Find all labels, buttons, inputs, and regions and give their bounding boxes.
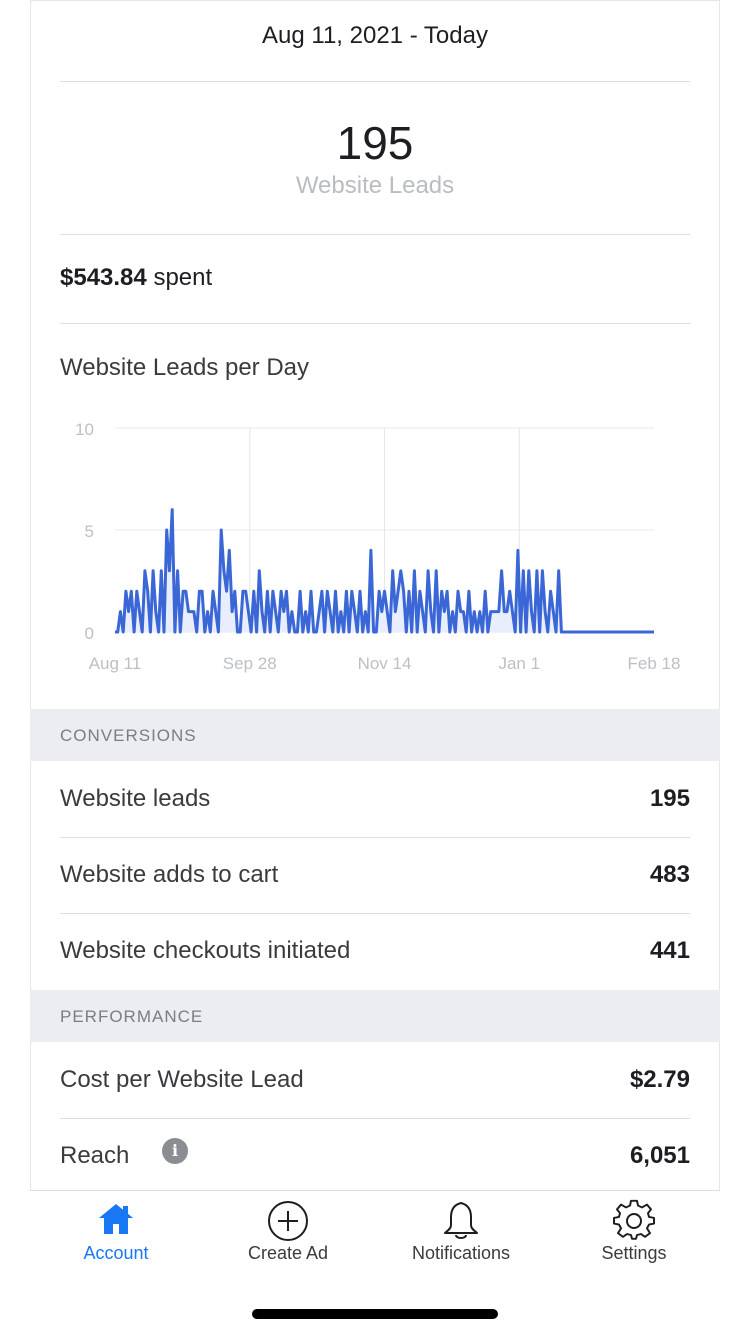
x-tick-label: Jan 1 [498, 654, 540, 673]
gear-icon [613, 1199, 655, 1240]
tab-bar: Account Create Ad Notifications Settings [30, 1190, 720, 1280]
row-value: 6,051 [629, 1142, 690, 1169]
tab-label: Account [83, 1243, 149, 1263]
content-card [30, 0, 720, 1190]
divider [60, 234, 690, 235]
tab-notifications[interactable]: Notifications [375, 1191, 547, 1281]
plus-circle-icon [268, 1201, 308, 1241]
row-label: Website leads [60, 785, 211, 812]
amount-spent: $543.84 spent [60, 264, 212, 292]
row-reach[interactable]: Reach i 6,051 [60, 1118, 690, 1194]
row-label: Website adds to cart [60, 861, 279, 888]
divider [60, 913, 690, 914]
tab-label: Notifications [411, 1243, 511, 1263]
tab-create-ad[interactable]: Create Ad [202, 1191, 374, 1281]
divider [60, 837, 690, 838]
summary-label: Website Leads [295, 172, 455, 199]
conversions-header: CONVERSIONS [30, 709, 720, 761]
row-website-adds-to-cart[interactable]: Website adds to cart 483 [60, 837, 690, 913]
row-website-leads[interactable]: Website leads 195 [60, 761, 690, 837]
row-value: 483 [649, 861, 690, 888]
y-tick-label: 5 [85, 522, 94, 541]
row-label: Cost per Website Lead [60, 1066, 304, 1093]
y-tick-label: 10 [75, 420, 94, 439]
chart-title: Website Leads per Day [60, 354, 310, 381]
divider [60, 81, 690, 82]
tab-label: Settings [601, 1243, 667, 1263]
summary-value: 195 [336, 117, 414, 169]
tab-settings[interactable]: Settings [548, 1191, 720, 1281]
divider [60, 1118, 690, 1119]
bell-icon [444, 1202, 478, 1239]
home-icon [99, 1204, 133, 1234]
y-tick-label: 0 [85, 624, 94, 643]
row-value: 441 [649, 937, 690, 964]
x-tick-label: Feb 18 [628, 654, 681, 673]
leads-per-day-chart: 0 5 10 Aug 11 Sep 28 Nov 14 Jan 1 Feb 18 [75, 420, 681, 673]
row-value: 195 [649, 785, 690, 812]
tab-label: Create Ad [247, 1243, 329, 1263]
x-tick-label: Nov 14 [358, 654, 412, 673]
spent-amount: $543.84 [60, 264, 147, 291]
performance-header: PERFORMANCE [30, 990, 720, 1042]
x-tick-label: Sep 28 [223, 654, 277, 673]
x-tick-label: Aug 11 [89, 654, 142, 673]
info-icon[interactable]: i [162, 1138, 188, 1164]
divider [60, 323, 690, 324]
row-value: $2.79 [629, 1066, 690, 1093]
spent-suffix: spent [153, 264, 213, 291]
row-label: Reach [60, 1142, 130, 1169]
row-cost-per-lead[interactable]: Cost per Website Lead $2.79 [60, 1042, 690, 1118]
tab-account[interactable]: Account [30, 1191, 202, 1281]
row-website-checkouts[interactable]: Website checkouts initiated 441 [60, 913, 690, 989]
date-range-selector[interactable]: Aug 11, 2021 - Today [262, 22, 488, 49]
row-label: Website checkouts initiated [60, 937, 351, 964]
series-line [115, 508, 654, 634]
home-indicator [252, 1309, 498, 1319]
